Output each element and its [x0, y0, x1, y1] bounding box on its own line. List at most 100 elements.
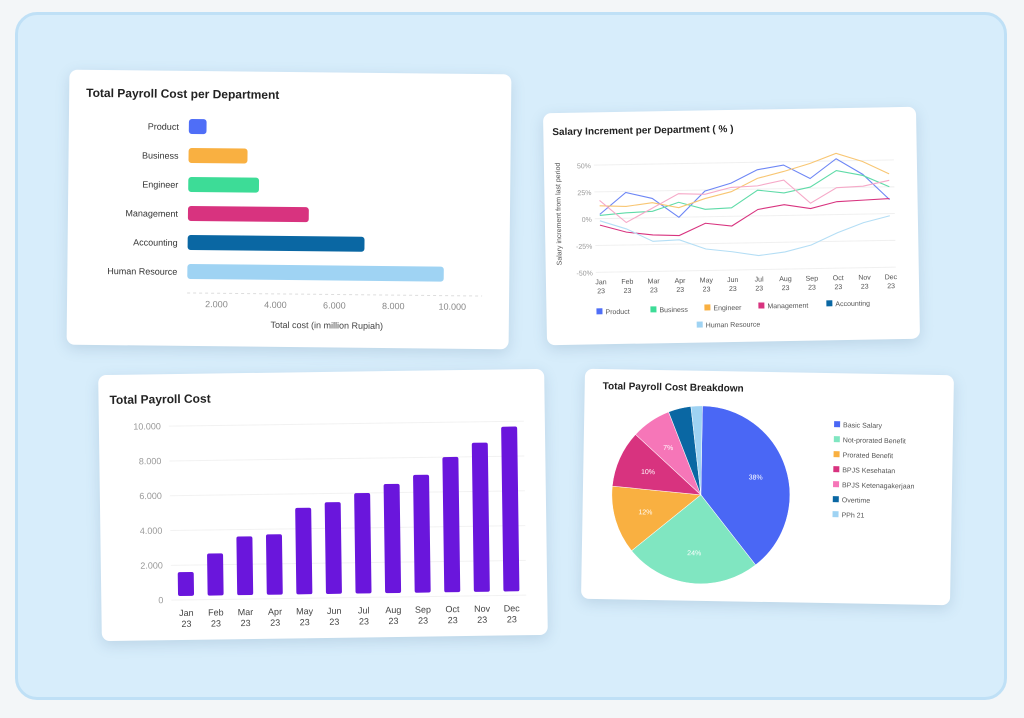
x-tick-label: Oct23: [445, 604, 460, 625]
y-tick-label: 10.000: [133, 421, 161, 431]
bar-business: [188, 147, 248, 164]
x-tick-label: Sep23: [806, 275, 819, 291]
x-axis-line: [187, 292, 483, 297]
x-tick-label: 8.000: [382, 301, 405, 311]
legend-label: Product: [605, 309, 629, 316]
x-tick-label: Aug23: [385, 605, 401, 626]
salary-increment-card: Salary Increment per Department ( % ) 50…: [543, 106, 920, 346]
gridline: [594, 213, 895, 220]
hbar-chart: Product Business Engineer Management Account…: [107, 118, 483, 331]
y-tick-label: 50%: [577, 163, 591, 170]
line-series-human-resource: [599, 215, 890, 257]
y-tick-label: 4.000: [140, 526, 163, 536]
column-bar: [265, 534, 283, 595]
bar-human-resource: [187, 263, 444, 282]
gridline: [170, 559, 526, 566]
column-bar: [501, 426, 520, 592]
category-label: Product: [148, 122, 180, 132]
column-bar: [177, 571, 195, 597]
line-series-engineer: [599, 152, 890, 209]
legend-swatch: [834, 421, 841, 428]
column-bar: [236, 536, 254, 596]
x-tick-label: Mar23: [648, 278, 661, 294]
gridline: [168, 420, 524, 427]
slice-label: 38%: [749, 474, 763, 481]
legend-label: Overtime: [842, 497, 871, 504]
x-tick-label: Oct23: [833, 275, 844, 291]
gridline: [169, 455, 525, 462]
x-tick-label: Feb23: [621, 279, 633, 295]
category-label: Engineer: [142, 179, 178, 189]
legend-label: Not-prorated Benefit: [843, 437, 906, 445]
bar-engineer: [188, 176, 260, 193]
legend-swatch: [833, 436, 840, 443]
line-chart: 50% 25% 0% -25% -50% Salary increment from la…: [555, 152, 898, 329]
gridline: [595, 239, 896, 247]
bar-management: [187, 205, 309, 223]
legend-label: BPJS Kesehatan: [842, 467, 895, 475]
y-tick-label: 2.000: [140, 560, 163, 570]
column-bar: [413, 474, 431, 593]
legend-swatch: [833, 481, 840, 488]
legend-swatch: [650, 306, 657, 313]
bar-product: [188, 118, 207, 135]
legend-label: Basic Salary: [843, 422, 883, 430]
column-bar: [354, 492, 372, 594]
x-tick-label: Jun23: [327, 606, 342, 627]
line-series-unlabeled: [599, 179, 890, 224]
legend-label: Engineer: [713, 305, 742, 312]
gridline: [593, 159, 894, 166]
y-tick-label: 25%: [577, 190, 591, 197]
legend-swatch: [826, 300, 833, 307]
legend-swatch: [832, 511, 839, 518]
x-tick-label: Sep23: [415, 605, 431, 626]
y-axis-label: Salary increment from last period: [555, 162, 564, 265]
x-tick-label: Nov23: [858, 275, 871, 291]
gridline: [171, 594, 527, 601]
legend-swatch: [758, 302, 765, 309]
x-tick-label: Apr23: [268, 607, 282, 628]
category-label: Management: [125, 208, 178, 219]
legend-label: Prorated Benefit: [842, 452, 893, 460]
x-tick-label: Jan23: [595, 279, 607, 295]
y-tick-label: -50%: [576, 270, 592, 277]
legend-swatch: [704, 304, 711, 311]
x-tick-label: 10.000: [438, 302, 466, 312]
pie-slice-not-prorated-benefit: [631, 494, 756, 585]
x-tick-label: Jan23: [179, 608, 194, 629]
payroll-per-department-card: Total Payroll Cost per Department Produc…: [66, 69, 512, 350]
legend-label: PPh 21: [841, 512, 864, 519]
x-tick-label: Jun23: [727, 277, 739, 293]
x-tick-label: May23: [700, 277, 714, 293]
slice-label: 10%: [641, 469, 655, 476]
legend-label: Business: [659, 307, 688, 315]
legend-swatch: [696, 321, 703, 328]
category-label: Accounting: [133, 237, 178, 247]
pie-chart: 38% Basic Salary 24% Not-prorated Benefit 12…: [611, 405, 915, 585]
line-series-management: [599, 198, 890, 237]
legend-swatch: [832, 496, 839, 503]
payroll-breakdown-card: Total Payroll Cost Breakdown 38% Basic Sa…: [581, 368, 954, 606]
x-tick-label: 2.000: [205, 299, 228, 309]
x-tick-label: Dec23: [504, 603, 521, 624]
category-label: Business: [142, 150, 179, 160]
y-tick-label: 8.000: [139, 456, 162, 466]
category-label: Human Resource: [107, 266, 177, 277]
column-chart: 10.000 8.000 6.000 4.000 2.000 0 Jan23 Feb23 Mar…: [133, 420, 527, 629]
column-bar: [207, 553, 224, 596]
line-series-product: [599, 158, 890, 218]
x-tick-label: Mar23: [238, 607, 254, 628]
column-bar: [442, 456, 461, 593]
legend-swatch: [833, 451, 840, 458]
pie-slice-prorated-benefit: [611, 485, 702, 552]
legend-swatch: [833, 466, 840, 473]
x-tick-label: Dec23: [885, 274, 898, 290]
pie-slice-basic-salary: [700, 405, 791, 566]
gridline: [170, 525, 526, 532]
line-series-business: [599, 169, 890, 216]
y-tick-label: -25%: [576, 244, 592, 251]
x-tick-label: 6.000: [323, 300, 346, 310]
x-axis-label: Total cost (in million Rupiah): [270, 320, 383, 331]
x-tick-label: Nov23: [474, 604, 491, 625]
y-tick-label: 0%: [582, 217, 592, 224]
